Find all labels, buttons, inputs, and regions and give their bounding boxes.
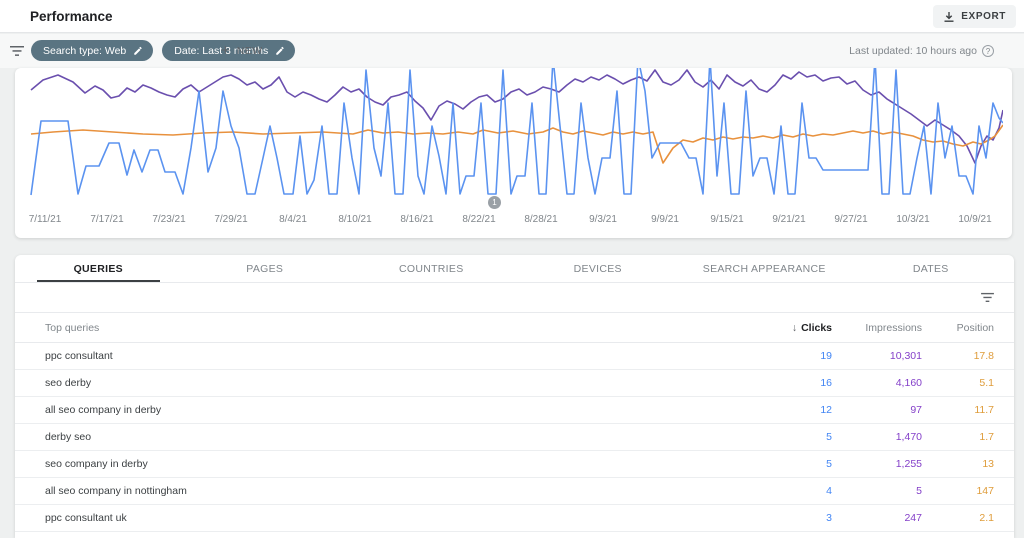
x-axis-label: 7/11/21 (28, 214, 62, 225)
x-axis-label: 9/15/21 (710, 214, 744, 225)
clicks-column-header[interactable]: ↓ Clicks (791, 321, 832, 334)
x-axis-label: 8/10/21 (338, 214, 372, 225)
position-column-header[interactable]: Position (956, 321, 994, 334)
x-axis-label: 8/22/21 (462, 214, 496, 225)
clicks-cell: 12 (820, 404, 832, 416)
last-updated-text: Last updated: 10 hours ago (849, 45, 977, 57)
clicks-cell: 4 (826, 485, 832, 497)
table-row[interactable]: all seo company in derby 12 97 11.7 (15, 397, 1014, 424)
position-cell: 2.1 (979, 512, 994, 524)
tab-queries[interactable]: QUERIES (15, 255, 182, 282)
plus-icon: + (221, 42, 230, 59)
sort-desc-icon: ↓ (791, 321, 798, 334)
x-axis-label: 9/3/21 (589, 214, 617, 225)
export-button[interactable]: EXPORT (933, 5, 1016, 28)
help-icon[interactable]: ? (982, 45, 994, 57)
tab-search-appearance[interactable]: SEARCH APPEARANCE (702, 262, 826, 275)
x-axis-label: 8/28/21 (524, 214, 558, 225)
x-axis-label: 7/29/21 (214, 214, 248, 225)
query-cell[interactable]: ppc consultant (45, 350, 113, 362)
pencil-icon (134, 46, 142, 55)
position-line (30, 124, 1003, 164)
filter-chip-label: Search type: Web (43, 44, 127, 57)
x-axis-label: 8/16/21 (400, 214, 434, 225)
query-cell[interactable]: derby seo (45, 431, 92, 443)
x-axis-label: 10/3/21 (896, 214, 930, 225)
clicks-cell: 3 (826, 512, 832, 524)
top-queries-header: Top queries (45, 321, 100, 334)
impressions-cell: 247 (904, 512, 922, 524)
clicks-cell: 19 (820, 350, 832, 362)
table-row[interactable]: derby seo 5 1,470 1.7 (15, 424, 1014, 451)
query-cell[interactable]: ppc consultant uk (45, 512, 127, 524)
tab-dates[interactable]: DATES (912, 262, 949, 275)
filter-list-icon[interactable] (10, 45, 24, 57)
table-row[interactable]: seo derby 16 4,160 5.1 (15, 370, 1014, 397)
clicks-cell: 5 (826, 431, 832, 443)
impressions-cell: 5 (916, 485, 922, 497)
filter-chip-1[interactable]: Date: Last 3 months (162, 40, 296, 61)
page-title: Performance (30, 9, 113, 24)
impressions-cell: 4,160 (895, 377, 922, 389)
clicks-cell: 5 (826, 458, 832, 470)
annotation-badge[interactable]: 1 (488, 196, 501, 209)
performance-chart-card: 1 7/11/21 7/17/21 7/23/21 7/29/21 8/4/21 8/10… (15, 68, 1012, 238)
x-axis-label: 7/17/21 (90, 214, 124, 225)
query-cell[interactable]: all seo company in nottingham (45, 485, 187, 497)
table-row[interactable]: all seo company in nottingham 4 5 147 (15, 478, 1014, 505)
filter-chip-0[interactable]: Search type: Web (31, 40, 154, 61)
table-header-row: Top queries ↓ Clicks Impressions Position (15, 313, 1014, 343)
position-cell: 147 (976, 485, 994, 497)
table-row[interactable]: seo company in derby 5 1,255 13 (15, 451, 1014, 478)
queries-table-card: QUERIES PAGES COUNTRIES DEVICES SEARCH APPEA… (15, 255, 1014, 538)
table-filter-row (15, 283, 1014, 313)
download-icon (944, 11, 954, 22)
x-axis-label: 8/4/21 (279, 214, 307, 225)
tab-countries[interactable]: COUNTRIES (398, 262, 464, 275)
clicks-cell: 16 (820, 377, 832, 389)
new-filter-label: NEW (236, 44, 263, 57)
position-cell: 11.7 (974, 404, 994, 416)
new-filter-button[interactable]: + NEW (221, 40, 262, 61)
tab-devices[interactable]: DEVICES (573, 262, 622, 275)
tab-pages[interactable]: PAGES (246, 262, 284, 275)
filter-chip-label: Date: Last 3 months (174, 44, 269, 57)
app-header: Performance EXPORT (0, 0, 1024, 33)
x-axis-label: 9/9/21 (651, 214, 679, 225)
pencil-icon (276, 46, 284, 55)
table-row[interactable]: ppc consultant uk 3 247 2.1 (15, 505, 1014, 532)
clicks-line (30, 68, 1003, 196)
impressions-line (30, 69, 1003, 164)
dimension-tabs: QUERIES PAGES COUNTRIES DEVICES SEARCH APPEA… (15, 255, 1014, 283)
x-axis-label: 9/27/21 (834, 214, 868, 225)
query-cell[interactable]: seo derby (45, 377, 92, 389)
impressions-cell: 10,301 (889, 350, 922, 362)
x-axis-label: 10/9/21 (958, 214, 992, 225)
impressions-cell: 97 (910, 404, 922, 416)
position-cell: 13 (982, 458, 994, 470)
x-axis-label: 9/21/21 (772, 214, 806, 225)
last-updated: Last updated: 10 hours ago ? (849, 45, 994, 57)
table-body: ppc consultant 19 10,301 17.8 seo derby 16 4,1… (15, 343, 1014, 532)
x-axis-label: 7/23/21 (152, 214, 186, 225)
impressions-cell: 1,255 (895, 458, 922, 470)
filter-chips: Search type: Web Date: Last 3 months (31, 40, 296, 61)
position-cell: 17.8 (973, 350, 994, 362)
impressions-column-header[interactable]: Impressions (865, 321, 922, 334)
query-cell[interactable]: all seo company in derby (45, 404, 162, 416)
position-cell: 5.1 (979, 377, 994, 389)
table-row[interactable]: ppc consultant 19 10,301 17.8 (15, 343, 1014, 370)
impressions-cell: 1,470 (895, 431, 922, 443)
x-axis: 7/11/21 7/17/21 7/23/21 7/29/21 8/4/21 8/10/2… (15, 212, 1012, 232)
filter-bar: Search type: Web Date: Last 3 months + NE… (0, 34, 1024, 68)
export-label: EXPORT (961, 11, 1006, 22)
line-chart[interactable] (23, 68, 1003, 208)
table-filter-icon[interactable] (981, 292, 994, 303)
query-cell[interactable]: seo company in derby (45, 458, 148, 470)
position-cell: 1.7 (979, 431, 994, 443)
